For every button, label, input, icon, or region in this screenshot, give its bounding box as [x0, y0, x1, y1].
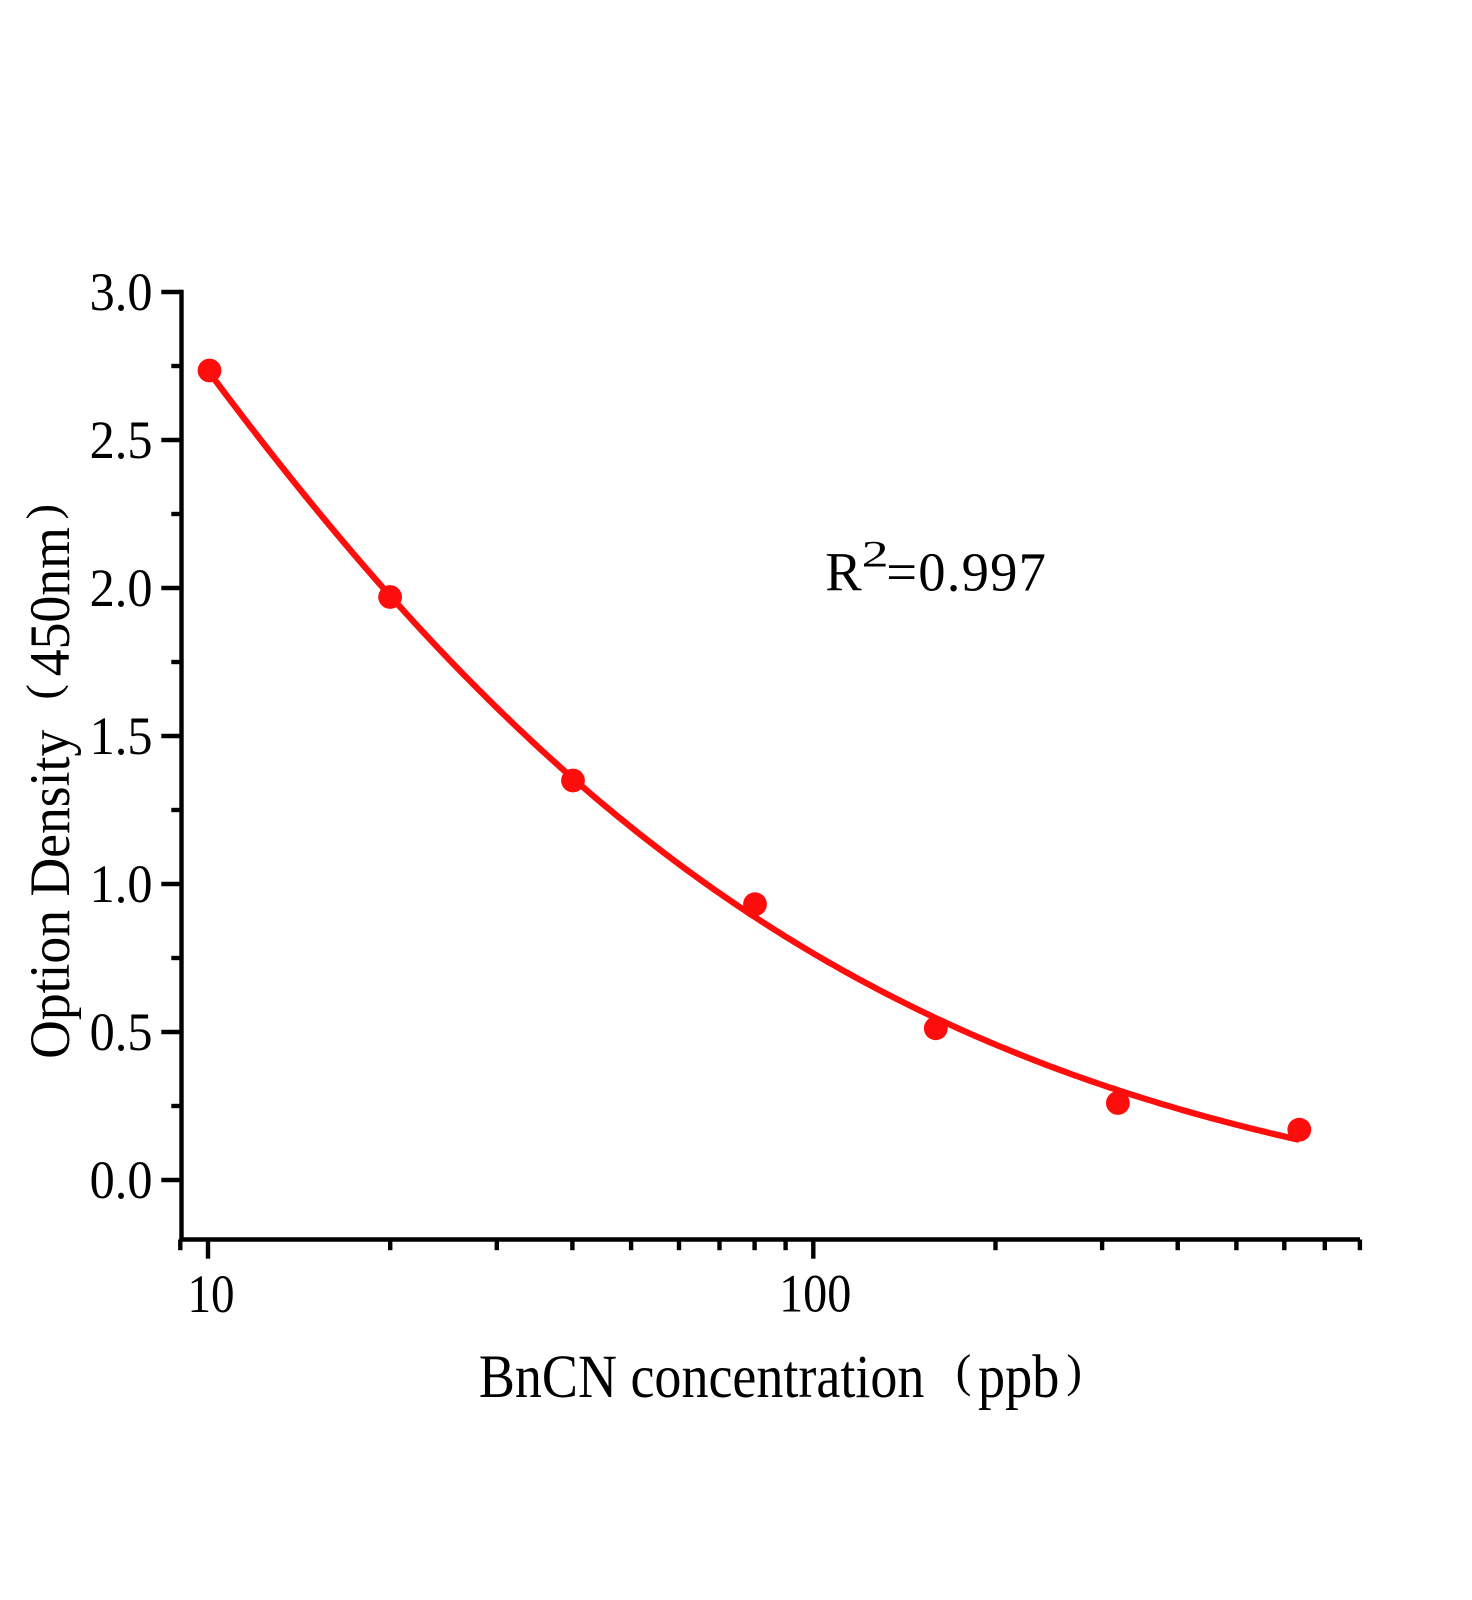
svg-text:0.5: 0.5	[90, 1004, 153, 1063]
svg-text:): )	[1066, 1346, 1082, 1398]
svg-text:10: 10	[187, 1264, 234, 1323]
svg-text:100: 100	[779, 1265, 851, 1324]
svg-text:0.0: 0.0	[90, 1152, 153, 1211]
svg-text:2.5: 2.5	[90, 412, 153, 471]
svg-text:450nm: 450nm	[19, 527, 82, 676]
svg-text:(: (	[956, 1346, 972, 1398]
svg-text:1.5: 1.5	[90, 708, 153, 767]
svg-text:Option Density: Option Density	[19, 729, 82, 1058]
svg-text:3.0: 3.0	[90, 264, 153, 323]
svg-text:R: R	[825, 541, 862, 602]
svg-text:(: (	[18, 684, 70, 700]
svg-text:ppb: ppb	[978, 1344, 1059, 1411]
svg-text:2.0: 2.0	[90, 560, 153, 619]
svg-text:2: 2	[862, 534, 889, 575]
svg-text:=0.997: =0.997	[886, 541, 1047, 602]
svg-text:BnCN concentration: BnCN concentration	[479, 1344, 924, 1411]
svg-text:): )	[18, 504, 70, 520]
svg-text:1.0: 1.0	[90, 856, 153, 915]
